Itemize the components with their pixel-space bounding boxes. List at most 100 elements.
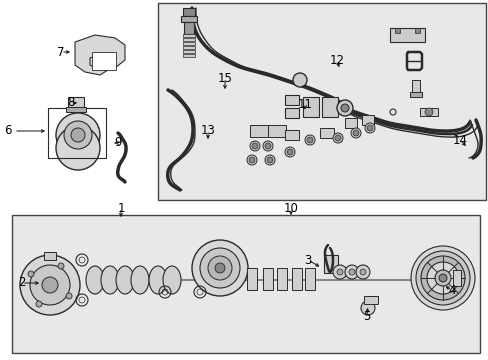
Circle shape <box>420 256 464 300</box>
Bar <box>183 46 195 49</box>
Circle shape <box>410 246 474 310</box>
Text: 5: 5 <box>363 310 370 323</box>
Bar <box>411 80 419 92</box>
Circle shape <box>30 265 70 305</box>
Circle shape <box>340 104 348 112</box>
Bar <box>394 28 399 33</box>
Text: 2: 2 <box>18 276 26 289</box>
Text: 6: 6 <box>4 125 12 138</box>
Bar <box>285 95 298 105</box>
Bar <box>303 97 318 117</box>
Ellipse shape <box>86 266 104 294</box>
Text: 15: 15 <box>217 72 232 85</box>
Bar <box>285 108 298 118</box>
Text: 12: 12 <box>329 54 344 67</box>
Ellipse shape <box>101 266 119 294</box>
Bar <box>267 125 285 137</box>
Text: 13: 13 <box>200 125 215 138</box>
Circle shape <box>264 155 274 165</box>
Circle shape <box>352 130 358 136</box>
Bar <box>345 118 356 128</box>
Bar <box>419 108 437 116</box>
Circle shape <box>58 263 64 269</box>
Bar <box>183 34 195 37</box>
Ellipse shape <box>116 266 134 294</box>
Circle shape <box>348 269 354 275</box>
Circle shape <box>200 248 240 288</box>
Circle shape <box>434 270 450 286</box>
Circle shape <box>332 133 342 143</box>
Circle shape <box>350 128 360 138</box>
Bar <box>68 97 84 107</box>
Circle shape <box>249 141 260 151</box>
Circle shape <box>415 251 469 305</box>
Circle shape <box>366 125 372 131</box>
Ellipse shape <box>149 266 167 294</box>
Circle shape <box>306 137 312 143</box>
Circle shape <box>71 128 85 142</box>
Bar <box>363 296 377 304</box>
Bar <box>66 107 86 112</box>
Circle shape <box>364 123 374 133</box>
Bar <box>414 28 419 33</box>
Circle shape <box>359 269 365 275</box>
Circle shape <box>56 126 100 170</box>
Text: 9: 9 <box>114 136 122 149</box>
Circle shape <box>360 301 374 315</box>
Bar <box>263 268 272 290</box>
Circle shape <box>292 73 306 87</box>
Circle shape <box>266 157 272 163</box>
Circle shape <box>332 265 346 279</box>
Bar <box>452 270 460 286</box>
Circle shape <box>66 293 72 299</box>
Circle shape <box>192 240 247 296</box>
Bar <box>276 268 286 290</box>
Bar <box>321 97 337 117</box>
Bar <box>246 268 257 290</box>
Bar <box>158 3 485 200</box>
Circle shape <box>424 108 432 116</box>
Bar <box>409 92 421 97</box>
Text: 11: 11 <box>297 99 312 112</box>
Circle shape <box>305 135 314 145</box>
Circle shape <box>36 301 42 307</box>
Ellipse shape <box>131 266 149 294</box>
Circle shape <box>215 263 224 273</box>
Text: 4: 4 <box>447 284 455 297</box>
Circle shape <box>285 147 294 157</box>
Circle shape <box>355 265 369 279</box>
Text: 8: 8 <box>67 96 75 109</box>
Bar <box>183 22 194 34</box>
Bar <box>291 268 302 290</box>
Circle shape <box>336 269 342 275</box>
Circle shape <box>286 149 292 155</box>
Bar <box>183 50 195 53</box>
Bar <box>48 108 106 158</box>
Bar <box>183 42 195 45</box>
Bar <box>92 52 116 70</box>
Circle shape <box>20 255 80 315</box>
Bar <box>389 28 424 42</box>
Circle shape <box>426 262 458 294</box>
Bar <box>12 215 479 353</box>
Bar <box>183 38 195 41</box>
Circle shape <box>264 143 270 149</box>
Text: 3: 3 <box>304 253 311 266</box>
Bar <box>44 252 56 260</box>
Bar <box>319 128 333 138</box>
Circle shape <box>42 277 58 293</box>
Bar <box>324 255 337 273</box>
Bar <box>181 16 197 22</box>
Bar <box>183 8 195 16</box>
Ellipse shape <box>163 266 181 294</box>
Text: 1: 1 <box>117 202 124 215</box>
Text: 7: 7 <box>57 45 64 58</box>
Bar <box>249 125 267 137</box>
Circle shape <box>263 141 272 151</box>
Circle shape <box>438 274 446 282</box>
Circle shape <box>28 271 34 277</box>
Circle shape <box>248 157 254 163</box>
Bar <box>305 268 314 290</box>
Circle shape <box>345 265 358 279</box>
Circle shape <box>207 256 231 280</box>
